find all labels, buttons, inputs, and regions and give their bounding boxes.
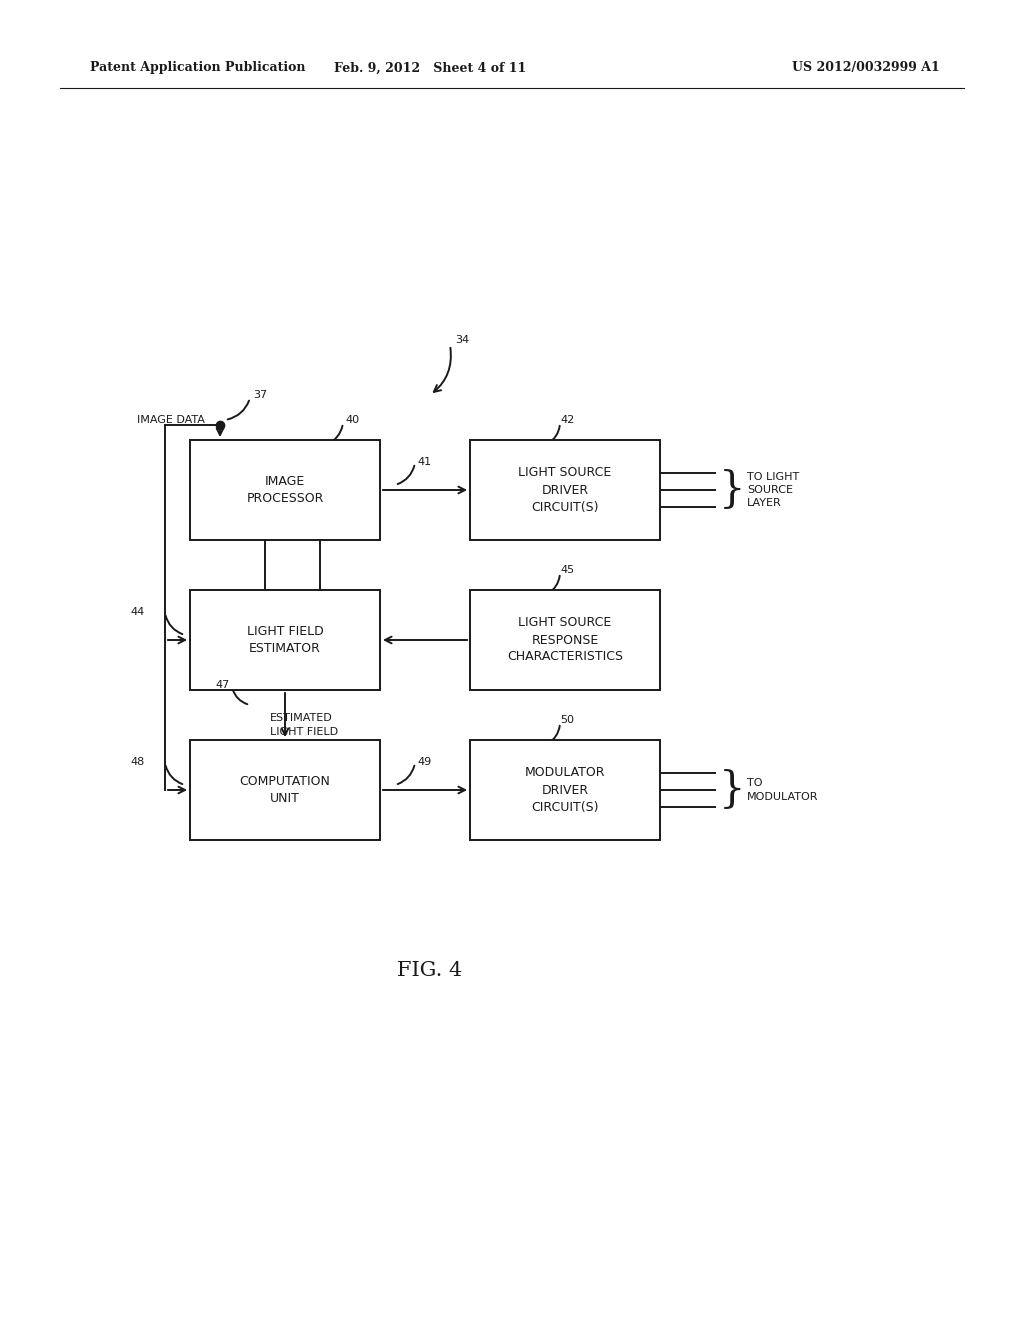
Text: 41: 41 — [417, 457, 431, 467]
Text: ESTIMATED
LIGHT FIELD: ESTIMATED LIGHT FIELD — [270, 713, 338, 737]
Text: FIG. 4: FIG. 4 — [397, 961, 463, 979]
Text: }: } — [719, 770, 745, 810]
Text: 45: 45 — [560, 565, 574, 576]
Text: 37: 37 — [253, 389, 267, 400]
Bar — [470, 590, 660, 690]
Bar — [190, 741, 380, 840]
Bar — [190, 440, 380, 540]
Text: 49: 49 — [417, 756, 431, 767]
Text: LIGHT FIELD
ESTIMATOR: LIGHT FIELD ESTIMATOR — [247, 624, 324, 655]
Text: 48: 48 — [130, 756, 144, 767]
Text: }: } — [719, 469, 745, 511]
Text: Feb. 9, 2012   Sheet 4 of 11: Feb. 9, 2012 Sheet 4 of 11 — [334, 62, 526, 74]
Text: TO LIGHT
SOURCE
LAYER: TO LIGHT SOURCE LAYER — [746, 471, 800, 508]
Text: IMAGE DATA: IMAGE DATA — [137, 414, 205, 425]
Text: IMAGE
PROCESSOR: IMAGE PROCESSOR — [247, 475, 324, 506]
Text: LIGHT SOURCE
DRIVER
CIRCUIT(S): LIGHT SOURCE DRIVER CIRCUIT(S) — [518, 466, 611, 513]
Text: 34: 34 — [455, 335, 469, 345]
Text: 40: 40 — [345, 414, 359, 425]
Text: 42: 42 — [560, 414, 574, 425]
Text: 44: 44 — [130, 607, 144, 616]
Text: MODULATOR
DRIVER
CIRCUIT(S): MODULATOR DRIVER CIRCUIT(S) — [524, 767, 605, 813]
Text: LIGHT SOURCE
RESPONSE
CHARACTERISTICS: LIGHT SOURCE RESPONSE CHARACTERISTICS — [507, 616, 623, 664]
Bar — [190, 590, 380, 690]
Bar — [470, 741, 660, 840]
Bar — [470, 440, 660, 540]
Text: US 2012/0032999 A1: US 2012/0032999 A1 — [793, 62, 940, 74]
Text: 50: 50 — [560, 715, 574, 725]
Text: 47: 47 — [215, 680, 229, 690]
Text: COMPUTATION
UNIT: COMPUTATION UNIT — [240, 775, 331, 805]
Text: Patent Application Publication: Patent Application Publication — [90, 62, 305, 74]
Text: TO
MODULATOR: TO MODULATOR — [746, 779, 818, 801]
